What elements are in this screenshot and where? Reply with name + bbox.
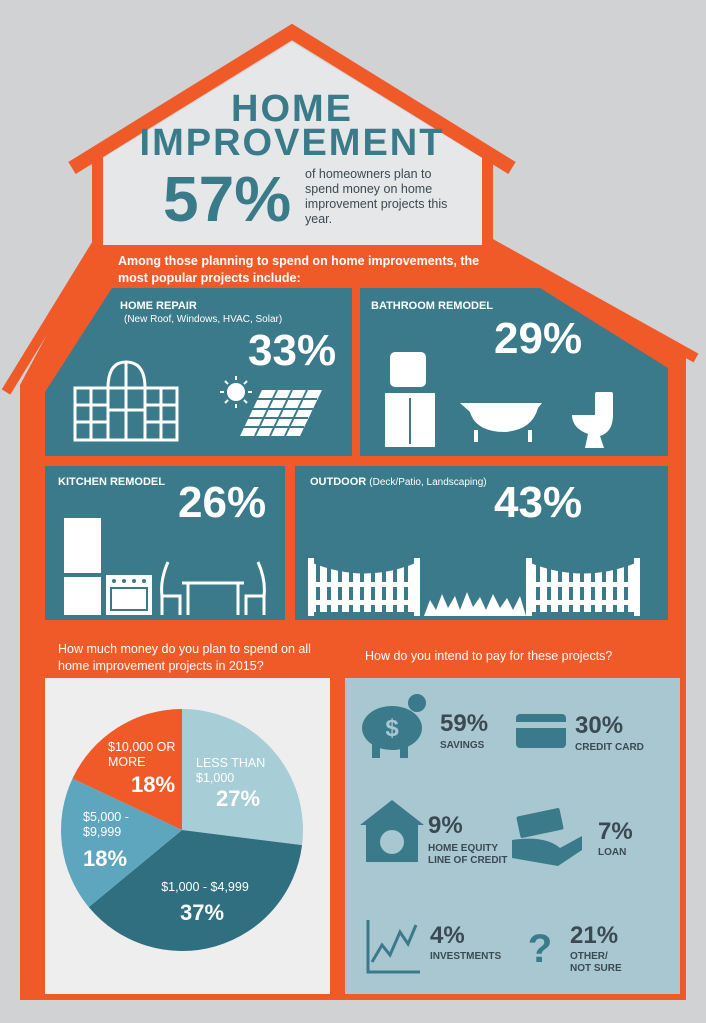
project-value: 43% [494,478,583,527]
pie-slice [88,830,303,951]
project-value: 33% [248,326,337,375]
loan-icon [512,808,582,866]
pie-slice [72,709,182,830]
grass-icon [424,592,526,616]
pie [61,709,303,951]
headline-stat: 57% [163,163,292,235]
pay-question: How do you intend to pay for these proje… [365,649,613,663]
pie-value-label: 37% [180,900,225,925]
project-name: BATHROOM REMODEL [371,300,494,312]
projects-intro: Among those planning to spend on home im… [118,254,480,285]
project-name: KITCHEN REMODEL [58,476,165,488]
pie-category: LESS THAN $1,000 [196,756,266,785]
vanity-icon [385,352,435,447]
pay-value: 9% [428,812,463,839]
fridge-icon [64,518,101,615]
pay-label: HOME EQUITY LINE OF CREDIT [428,843,508,866]
title: HOME [231,88,353,130]
project-note: (Deck/Patio, Landscaping) [369,477,487,488]
pie-value-label: 27% [216,786,261,811]
pay-value: 21% [570,922,619,949]
project-name: OUTDOOR [310,476,367,488]
solar-icon [220,376,322,437]
gable [100,42,485,245]
pay-value: 7% [598,818,633,845]
panel-bathroom [360,288,668,456]
project-note: (New Roof, Windows, HVAC, Solar) [124,314,283,325]
toilet-icon [572,392,613,448]
pie-category: $1,000 - $4,999 [161,880,249,894]
stove-icon [106,575,152,615]
table-icon [160,561,266,615]
window-icon [73,360,179,442]
gable-wall [92,155,103,250]
pie-value-label: 18% [131,772,176,797]
pay-label: INVESTMENTS [430,951,502,962]
pay-label: LOAN [598,847,627,858]
pay-value: 4% [430,922,465,949]
pay-value: 30% [575,712,624,739]
investment-icon [366,920,420,974]
card-icon [516,714,566,748]
svg-text:$: $ [385,715,399,742]
project-value: 26% [178,478,267,527]
stat-text: of homeowners plan to spend money on hom… [305,167,448,226]
pay-value: 59% [440,710,489,737]
project-value: 29% [494,314,583,363]
spend-question: How much money do you plan to spend on a… [58,642,311,673]
upper-roof [68,23,516,174]
pie-value-label: 18% [83,846,128,871]
gable-wall [482,155,493,250]
question-icon: ? [528,927,552,971]
tub-icon [460,403,542,442]
fence-icon [308,558,640,616]
project-name: HOME REPAIR [120,300,197,312]
pie-slice [182,709,303,846]
pie-slice [61,778,182,908]
pie-category: $5,000 - $9,999 [83,810,129,839]
project-title: OUTDOOR (Deck/Patio, Landscaping) [310,476,487,488]
pay-label: CREDIT CARD [575,742,644,753]
title: IMPROVEMENT [139,122,445,164]
pay-label: SAVINGS [440,740,485,751]
pay-label: OTHER/ NOT SURE [570,951,622,974]
house-icon [360,800,424,862]
pie-category: $10,000 OR MORE [108,740,176,769]
piggy-icon: $ [362,694,426,758]
